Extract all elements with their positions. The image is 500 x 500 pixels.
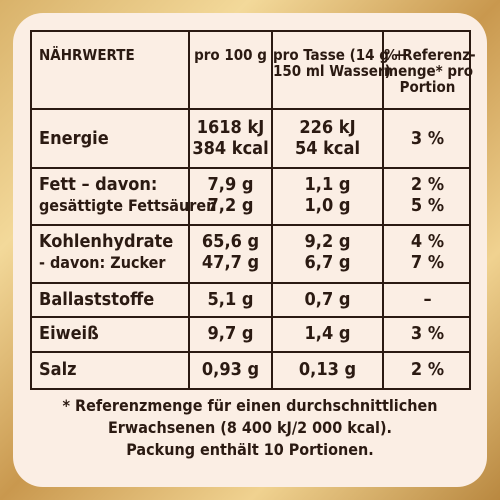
- value: 7,2 g: [207, 195, 254, 216]
- row-name-fett: Fett – davon: gesättigte Fettsäuren: [39, 174, 216, 216]
- header-reference-line1: % Referenz-: [384, 46, 476, 64]
- row-name-eiweiss: Eiweiß: [39, 323, 99, 344]
- nutrition-table: NÄHRWERTE pro 100 g pro Tasse (14 g + 15…: [30, 30, 476, 390]
- value: 65,6 g: [201, 231, 260, 252]
- row-name-energie: Energie: [39, 128, 109, 149]
- row-name-salz: Salz: [39, 359, 77, 380]
- value-kcal: 384 kcal: [192, 138, 269, 159]
- row-name-kohlenhydrate: Kohlenhydrate - davon: Zucker: [39, 231, 173, 273]
- energie-reference: 3 %: [410, 128, 445, 149]
- kohlenhydrate-reference: 4 % 7 %: [384, 231, 471, 273]
- footnote-line3: Packung enthält 10 Portionen.: [126, 440, 374, 459]
- row-name-fett-line1: Fett – davon:: [39, 174, 158, 195]
- label-panel: [13, 13, 487, 487]
- row-divider: [32, 351, 469, 353]
- header-nutrients: NÄHRWERTE: [39, 46, 135, 64]
- header-per-cup: pro Tasse (14 g + 150 ml Wasser): [273, 46, 405, 80]
- header-per-100g: pro 100 g: [194, 46, 267, 64]
- row-divider: [32, 167, 469, 169]
- row-divider: [32, 108, 469, 110]
- value-kj: 1618 kJ: [196, 117, 265, 138]
- row-divider: [32, 224, 469, 226]
- value: 1,1 g: [304, 174, 351, 195]
- row-name-fett-line2: gesättigte Fettsäuren: [39, 196, 217, 215]
- value: 7 %: [410, 252, 445, 273]
- footnote-line2: Erwachsenen (8 400 kJ/2 000 kcal).: [107, 418, 393, 437]
- fett-per-cup: 1,1 g 1,0 g: [273, 174, 382, 216]
- energie-per-cup: 226 kJ 54 kcal: [273, 117, 382, 159]
- fett-reference: 2 % 5 %: [384, 174, 471, 216]
- energie-per-100g: 1618 kJ 384 kcal: [190, 117, 271, 159]
- footnote: * Referenzmenge für einen durchschnittli…: [13, 395, 487, 461]
- salz-reference: 2 %: [410, 359, 445, 380]
- value: 2 %: [410, 174, 445, 195]
- row-name-kohlenhydrate-line2: - davon: Zucker: [39, 253, 166, 272]
- ballaststoffe-per-100g: 5,1 g: [207, 289, 254, 310]
- header-reference: % Referenz- menge* pro Portion: [384, 46, 476, 96]
- row-divider: [32, 316, 469, 318]
- row-name-ballaststoffe: Ballaststoffe: [39, 289, 155, 310]
- eiweiss-per-cup: 1,4 g: [304, 323, 351, 344]
- value-kcal: 54 kcal: [294, 138, 360, 159]
- value-kj: 226 kJ: [299, 117, 356, 138]
- header-per-cup-line1: pro Tasse (14 g +: [273, 46, 405, 64]
- footnote-line1: * Referenzmenge für einen durchschnittli…: [62, 396, 438, 415]
- value: 7,9 g: [207, 174, 254, 195]
- value: 5 %: [410, 195, 445, 216]
- value: 47,7 g: [201, 252, 260, 273]
- row-name-kohlenhydrate-line1: Kohlenhydrate: [39, 231, 174, 252]
- eiweiss-reference: 3 %: [410, 323, 445, 344]
- ballaststoffe-per-cup: 0,7 g: [304, 289, 351, 310]
- header-reference-line3: Portion: [399, 78, 456, 96]
- ballaststoffe-reference: –: [423, 289, 432, 310]
- row-divider: [32, 282, 469, 284]
- header-per-cup-line2: 150 ml Wasser): [273, 62, 391, 80]
- value: 6,7 g: [304, 252, 351, 273]
- salz-per-cup: 0,13 g: [298, 359, 357, 380]
- column-divider: [382, 32, 384, 388]
- fett-per-100g: 7,9 g 7,2 g: [190, 174, 271, 216]
- kohlenhydrate-per-100g: 65,6 g 47,7 g: [190, 231, 271, 273]
- eiweiss-per-100g: 9,7 g: [207, 323, 254, 344]
- column-divider: [188, 32, 190, 388]
- value: 4 %: [410, 231, 445, 252]
- value: 1,0 g: [304, 195, 351, 216]
- value: 9,2 g: [304, 231, 351, 252]
- header-reference-line2: menge* pro: [384, 62, 473, 80]
- column-divider: [271, 32, 273, 388]
- kohlenhydrate-per-cup: 9,2 g 6,7 g: [273, 231, 382, 273]
- salz-per-100g: 0,93 g: [201, 359, 260, 380]
